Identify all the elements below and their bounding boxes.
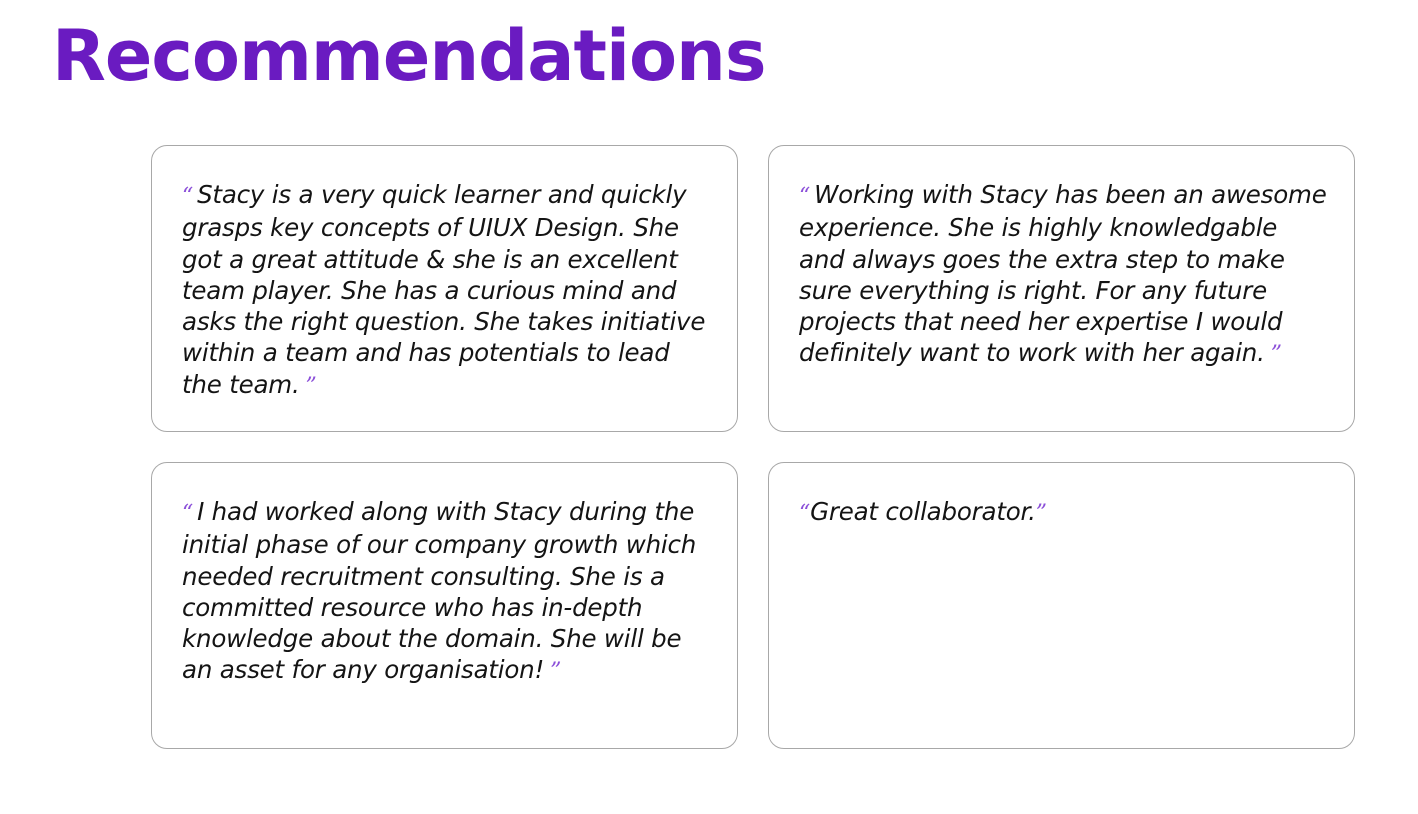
open-quote-icon: “: [182, 501, 194, 526]
recommendation-text: Working with Stacy has been an awesome e…: [799, 180, 1327, 368]
recommendation-text: I had worked along with Stacy during the…: [182, 497, 697, 685]
recommendation-card: “Working with Stacy has been an awesome …: [768, 145, 1355, 432]
recommendation-text: Stacy is a very quick learner and quickl…: [182, 180, 706, 399]
close-quote-icon: ”: [550, 659, 562, 685]
page-title: Recommendations: [52, 15, 767, 97]
open-quote-icon: “: [182, 184, 194, 209]
recommendation-quote: “Working with Stacy has been an awesome …: [799, 179, 1328, 371]
recommendation-text: Great collaborator.: [810, 497, 1036, 526]
recommendation-card: “Great collaborator.”: [768, 462, 1355, 749]
open-quote-icon: “: [799, 501, 811, 526]
recommendation-quote: “I had worked along with Stacy during th…: [182, 496, 711, 688]
recommendation-card: “I had worked along with Stacy during th…: [151, 462, 738, 749]
recommendation-card: “Stacy is a very quick learner and quick…: [151, 145, 738, 432]
close-quote-icon: ”: [1035, 501, 1047, 526]
recommendation-quote: “Great collaborator.”: [799, 496, 1328, 529]
open-quote-icon: “: [799, 184, 811, 209]
close-quote-icon: ”: [1270, 342, 1282, 368]
close-quote-icon: ”: [305, 373, 317, 399]
recommendations-grid: “Stacy is a very quick learner and quick…: [151, 145, 1355, 749]
recommendation-quote: “Stacy is a very quick learner and quick…: [182, 179, 711, 402]
